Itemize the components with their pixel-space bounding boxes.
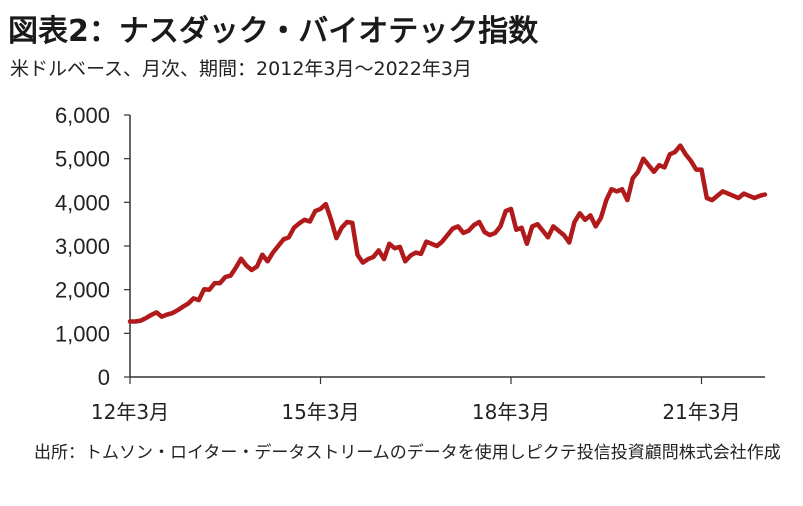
chart-title: 図表2：ナスダック・バイオテック指数 <box>8 14 539 49</box>
y-tick-label: 1,000 <box>55 321 110 346</box>
chart-subtitle: 米ドルベース、月次、期間：2012年3月～2022年3月 <box>10 58 472 80</box>
y-tick-label: 4,000 <box>55 190 110 215</box>
y-tick-label: 0 <box>98 365 110 390</box>
series-line <box>127 143 768 324</box>
x-tick-label: 21年3月 <box>662 400 740 424</box>
source-note: 出所：トムソン・ロイター・データストリームのデータを使用しピクテ投信投資顧問株式… <box>34 443 781 463</box>
x-tick-label: 12年3月 <box>91 400 169 424</box>
y-tick-label: 5,000 <box>55 147 110 172</box>
x-axis-ticks: 12年3月 15年3月 18年3月 21年3月 <box>91 377 741 424</box>
y-tick-label: 2,000 <box>55 278 110 303</box>
x-tick-label: 15年3月 <box>281 400 359 424</box>
y-tick-label: 6,000 <box>55 103 110 128</box>
y-tick-label: 3,000 <box>55 234 110 259</box>
x-tick-label: 18年3月 <box>472 400 550 424</box>
y-axis-ticks: 0 1,000 2,000 3,000 4,000 5,000 6,000 <box>55 103 130 390</box>
